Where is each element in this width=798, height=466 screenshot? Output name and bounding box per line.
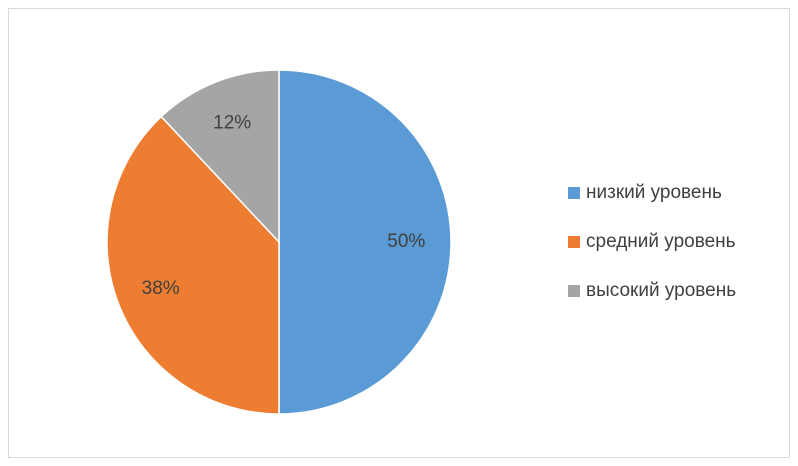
legend-swatch <box>568 285 580 297</box>
data-label: 12% <box>213 113 251 134</box>
legend-label: средний уровень <box>586 231 736 252</box>
pie-slice <box>160 69 280 244</box>
legend-swatch <box>568 187 580 199</box>
legend-label: высокий уровень <box>586 280 736 301</box>
data-label: 38% <box>142 278 180 299</box>
pie-slice <box>106 115 280 415</box>
data-label: 50% <box>387 231 425 252</box>
pie-slice <box>278 69 452 415</box>
legend-swatch <box>568 236 580 248</box>
legend-label: низкий уровень <box>586 182 722 203</box>
